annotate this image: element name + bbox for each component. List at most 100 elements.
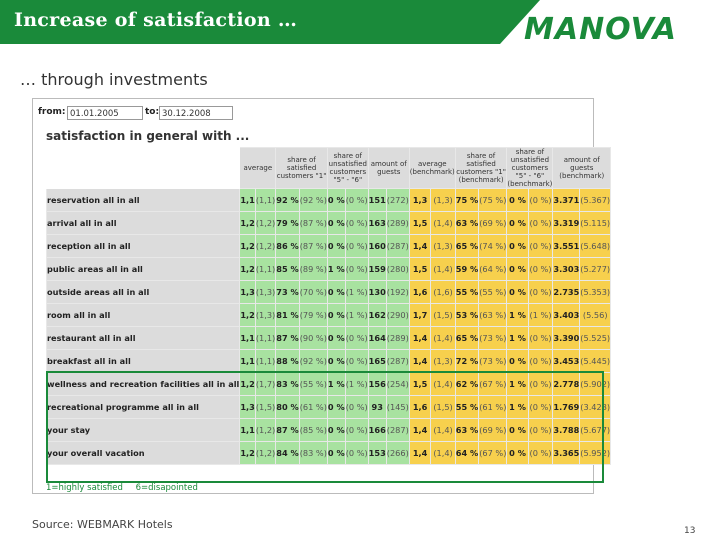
prior-value-cell: (1,1) — [254, 326, 277, 350]
value-cell: 1,3 — [239, 395, 256, 419]
prior-value-cell: (287) — [385, 418, 410, 442]
prior-value-cell: (83 %) — [298, 441, 328, 465]
prior-value-cell: (89 %) — [298, 257, 328, 281]
legend-satisfied: 1=highly satisfied — [46, 483, 123, 493]
prior-value-cell: (1,2) — [254, 441, 277, 465]
prior-value-cell: (280) — [385, 257, 410, 281]
value-cell: 0 % — [506, 418, 529, 442]
value-cell: 63 % — [454, 211, 480, 235]
title-bar-slant — [500, 0, 540, 44]
value-cell: 1 % — [506, 372, 529, 396]
prior-value-cell: (1,2) — [254, 418, 277, 442]
from-date-input[interactable]: 01.01.2005 — [67, 106, 143, 120]
prior-value-cell: (0 %) — [527, 211, 554, 235]
manova-logo: MANOVA — [524, 12, 678, 47]
prior-value-cell: (1,1) — [254, 257, 277, 281]
table-row: outside areas all in all 1,3 (1,3) 73 % (70 … — [45, 280, 612, 304]
prior-value-cell: (266) — [385, 441, 410, 465]
value-cell: 1 % — [326, 257, 346, 281]
prior-value-cell: (64 %) — [478, 257, 508, 281]
value-cell: 0 % — [326, 441, 346, 465]
prior-value-cell: (1,6) — [430, 280, 456, 304]
prior-value-cell: (0 %) — [344, 418, 369, 442]
row-label: your stay — [45, 418, 241, 442]
prior-value-cell: (92 %) — [298, 188, 328, 212]
value-cell: 1,5 — [408, 372, 432, 396]
value-cell: 0 % — [326, 211, 346, 235]
prior-value-cell: (0 %) — [344, 395, 369, 419]
prior-value-cell: (5.902) — [579, 372, 612, 396]
prior-value-cell: (1,3) — [430, 349, 456, 373]
value-cell: 0 % — [326, 349, 346, 373]
prior-value-cell: (289) — [385, 326, 410, 350]
value-cell: 1 % — [326, 372, 346, 396]
value-cell: 0 % — [506, 257, 529, 281]
table-row: your stay 1,1 (1,2) 87 % (85 %) 0 % (0 %) 166 (2… — [45, 418, 612, 442]
value-cell: 0 % — [506, 349, 529, 373]
panel-title: satisfaction in general with ... — [46, 129, 250, 143]
prior-value-cell: (0 %) — [344, 441, 369, 465]
prior-value-cell: (1,3) — [430, 234, 456, 258]
prior-value-cell: (254) — [385, 372, 410, 396]
value-cell: 0 % — [506, 188, 529, 212]
header-blank — [45, 147, 241, 189]
prior-value-cell: (5.353) — [579, 280, 612, 304]
value-cell: 3.403 — [552, 303, 581, 327]
prior-value-cell: (0 %) — [527, 257, 554, 281]
table-row: your overall vacation 1,2 (1,2) 84 % (83 %) 0… — [45, 441, 612, 465]
prior-value-cell: (5.952) — [579, 441, 612, 465]
prior-value-cell: (1 %) — [344, 280, 369, 304]
prior-value-cell: (1,5) — [430, 303, 456, 327]
value-cell: 86 % — [275, 234, 300, 258]
value-cell: 165 — [367, 349, 387, 373]
table-row: reception all in all 1,2 (1,2) 86 % (87 %) 0 … — [45, 234, 612, 258]
prior-value-cell: (1,4) — [430, 372, 456, 396]
title-bar: Increase of satisfaction … — [0, 0, 540, 44]
value-cell: 1,4 — [408, 326, 432, 350]
table-row: recreational programme all in all 1,3 (1,5… — [45, 395, 612, 419]
value-cell: 0 % — [506, 234, 529, 258]
prior-value-cell: (0 %) — [344, 188, 369, 212]
row-label: restaurant all in all — [45, 326, 241, 350]
value-cell: 2.778 — [552, 372, 581, 396]
value-cell: 1,4 — [408, 234, 432, 258]
value-cell: 0 % — [326, 234, 346, 258]
value-cell: 1,2 — [239, 372, 256, 396]
prior-value-cell: (0 %) — [527, 395, 554, 419]
value-cell: 2.735 — [552, 280, 581, 304]
source-note: Source: WEBMARK Hotels — [32, 518, 173, 531]
prior-value-cell: (1,1) — [254, 349, 277, 373]
prior-value-cell: (5.56) — [579, 303, 612, 327]
header-amount-guests-benchmark: amount of guests (benchmark) — [552, 147, 612, 189]
prior-value-cell: (1,5) — [254, 395, 277, 419]
prior-value-cell: (92 %) — [298, 349, 328, 373]
table-header-row: average share of satisfied customers "1"… — [45, 147, 612, 189]
table-row: public areas all in all 1,2 (1,1) 85 % (89 %… — [45, 257, 612, 281]
row-label: breakfast all in all — [45, 349, 241, 373]
table-row: room all in all 1,2 (1,3) 81 % (79 %) 0 % (1 %… — [45, 303, 612, 327]
value-cell: 55 % — [454, 280, 480, 304]
value-cell: 88 % — [275, 349, 300, 373]
value-cell: 83 % — [275, 372, 300, 396]
value-cell: 93 — [367, 395, 387, 419]
row-label: outside areas all in all — [45, 280, 241, 304]
value-cell: 1 % — [506, 326, 529, 350]
page-number: 13 — [684, 526, 696, 536]
table-row: wellness and recreation facilities all i… — [45, 372, 612, 396]
prior-value-cell: (5.677) — [579, 418, 612, 442]
value-cell: 63 % — [454, 418, 480, 442]
prior-value-cell: (67 %) — [478, 372, 508, 396]
value-cell: 1,2 — [239, 234, 256, 258]
value-cell: 0 % — [326, 326, 346, 350]
prior-value-cell: (73 %) — [478, 326, 508, 350]
prior-value-cell: (290) — [385, 303, 410, 327]
prior-value-cell: (5.367) — [579, 188, 612, 212]
to-date-input[interactable]: 30.12.2008 — [159, 106, 233, 120]
prior-value-cell: (5.277) — [579, 257, 612, 281]
row-label: arrival all in all — [45, 211, 241, 235]
value-cell: 62 % — [454, 372, 480, 396]
row-label: public areas all in all — [45, 257, 241, 281]
value-cell: 65 % — [454, 326, 480, 350]
header-share-unsatisfied-benchmark: share of unsatisfied customers "5" - "6"… — [506, 147, 554, 189]
value-cell: 64 % — [454, 441, 480, 465]
